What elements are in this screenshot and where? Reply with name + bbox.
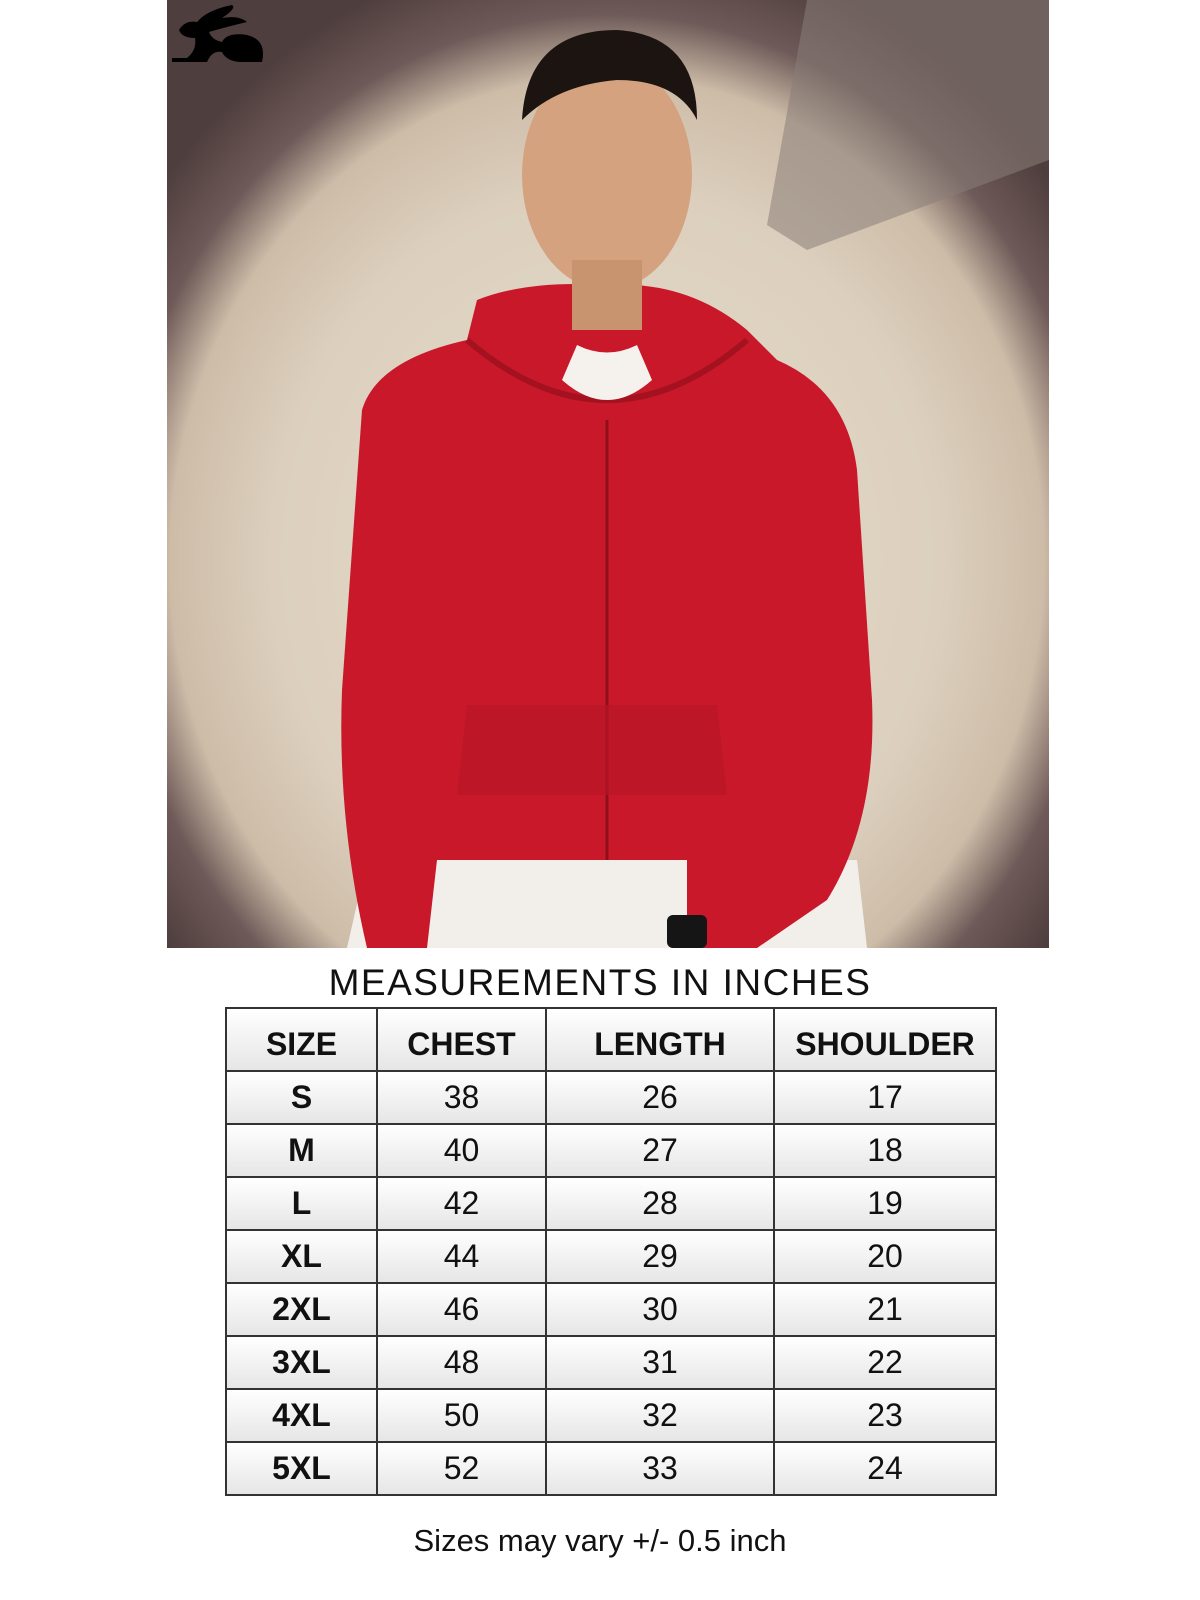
cell-chest: 38 <box>376 1070 547 1125</box>
cell-shoulder: 24 <box>773 1441 997 1496</box>
table-row: 3XL 48 31 22 <box>225 1335 997 1390</box>
product-photo <box>167 0 1049 948</box>
cell-chest: 46 <box>376 1282 547 1337</box>
header-chest: CHEST <box>376 1007 547 1072</box>
cell-size: 5XL <box>225 1441 378 1496</box>
measurements-title: MEASUREMENTS IN INCHES <box>328 962 872 1003</box>
cell-length: 31 <box>545 1335 775 1390</box>
cell-length: 30 <box>545 1282 775 1337</box>
cell-size: 2XL <box>225 1282 378 1337</box>
size-variance-note: Sizes may vary +/- 0.5 inch <box>413 1523 787 1558</box>
cell-chest: 44 <box>376 1229 547 1284</box>
cell-shoulder: 19 <box>773 1176 997 1231</box>
cell-size: L <box>225 1176 378 1231</box>
model-illustration <box>341 0 1049 948</box>
table-row: L 42 28 19 <box>225 1176 997 1231</box>
cell-length: 26 <box>545 1070 775 1125</box>
header-shoulder: SHOULDER <box>773 1007 997 1072</box>
cell-chest: 52 <box>376 1441 547 1496</box>
cell-shoulder: 21 <box>773 1282 997 1337</box>
header-size: SIZE <box>225 1007 378 1072</box>
table-header-row: SIZE CHEST LENGTH SHOULDER <box>225 1007 997 1072</box>
cell-chest: 42 <box>376 1176 547 1231</box>
table-row: XL 44 29 20 <box>225 1229 997 1284</box>
cell-size: XL <box>225 1229 378 1284</box>
cell-length: 33 <box>545 1441 775 1496</box>
cell-shoulder: 22 <box>773 1335 997 1390</box>
header-length: LENGTH <box>545 1007 775 1072</box>
cell-chest: 48 <box>376 1335 547 1390</box>
cell-size: S <box>225 1070 378 1125</box>
cell-size: M <box>225 1123 378 1178</box>
table-row: 2XL 46 30 21 <box>225 1282 997 1337</box>
cell-length: 28 <box>545 1176 775 1231</box>
table-row: M 40 27 18 <box>225 1123 997 1178</box>
size-chart-table: SIZE CHEST LENGTH SHOULDER S 38 26 17 M 40 27 1… <box>225 1007 997 1496</box>
cell-shoulder: 17 <box>773 1070 997 1125</box>
cell-length: 29 <box>545 1229 775 1284</box>
cell-chest: 40 <box>376 1123 547 1178</box>
cell-chest: 50 <box>376 1388 547 1443</box>
cell-shoulder: 18 <box>773 1123 997 1178</box>
table-row: 5XL 52 33 24 <box>225 1441 997 1496</box>
cell-length: 27 <box>545 1123 775 1178</box>
cell-shoulder: 23 <box>773 1388 997 1443</box>
table-row: 4XL 50 32 23 <box>225 1388 997 1443</box>
cell-size: 3XL <box>225 1335 378 1390</box>
cell-shoulder: 20 <box>773 1229 997 1284</box>
table-row: S 38 26 17 <box>225 1070 997 1125</box>
cell-size: 4XL <box>225 1388 378 1443</box>
cell-length: 32 <box>545 1388 775 1443</box>
rabbit-logo-icon <box>172 5 263 62</box>
